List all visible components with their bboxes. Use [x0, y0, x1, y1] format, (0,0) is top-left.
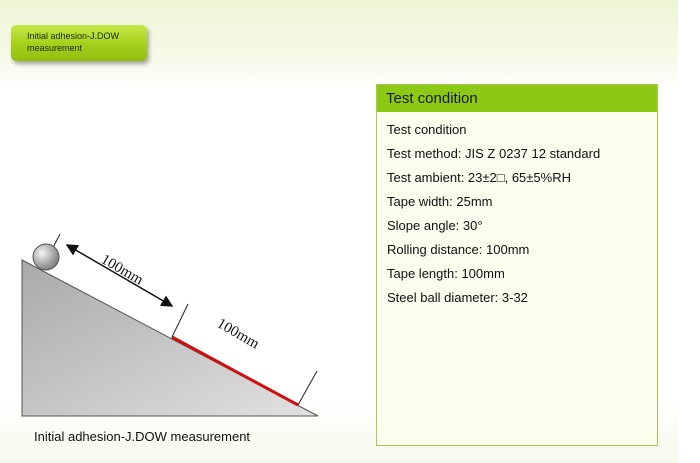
condition-item: Steel ball diameter: 3-32	[387, 290, 528, 305]
tape-length-label: 100mm	[214, 316, 262, 353]
condition-item: Test ambient: 23±2□, 65±5%RH	[387, 170, 571, 185]
tick-mark	[297, 370, 318, 406]
condition-item: Test method: JIS Z 0237 12 standard	[387, 146, 601, 161]
test-condition-panel: Test condition Test condition Test metho…	[376, 84, 658, 446]
diagram-caption: Initial adhesion-J.DOW measurement	[34, 429, 251, 444]
condition-item: Test condition	[387, 122, 467, 137]
badge-line-2: measurement	[27, 43, 83, 53]
page-edge	[678, 0, 700, 463]
condition-item: Tape length: 100mm	[387, 266, 505, 281]
condition-item: Tape width: 25mm	[387, 194, 493, 209]
steel-ball-icon	[32, 243, 60, 271]
condition-item: Slope angle: 30°	[387, 218, 483, 233]
tape-line	[171, 335, 299, 407]
tick-mark	[171, 303, 189, 338]
slope-diagram: 100mm 100mm	[21, 233, 319, 417]
section-badge[interactable]: Initial adhesion-J.DOW measurement	[11, 25, 147, 61]
panel-title: Test condition	[377, 85, 657, 112]
distance-arrow	[65, 244, 174, 307]
badge-line-1: Initial adhesion-J.DOW	[27, 31, 120, 41]
rolling-distance-label: 100mm	[98, 252, 146, 289]
condition-item: Rolling distance: 100mm	[387, 242, 530, 257]
